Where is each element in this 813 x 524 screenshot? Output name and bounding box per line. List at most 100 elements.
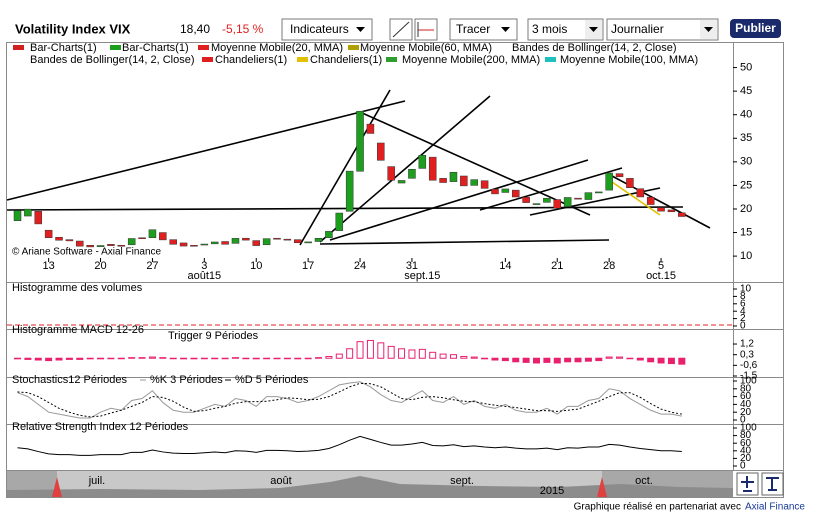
- trend-line: [479, 167, 623, 211]
- candle: [283, 238, 292, 241]
- x-tick-label: 3: [201, 260, 207, 272]
- candle: [44, 229, 53, 238]
- bar: [356, 341, 364, 359]
- y-tick-label: 25: [740, 179, 752, 191]
- draw-line-tool[interactable]: [389, 18, 413, 41]
- y-tick-label: 35: [740, 132, 752, 144]
- interval-select[interactable]: Journalier: [606, 18, 719, 41]
- trend-lines: [6, 89, 711, 246]
- candle: [96, 245, 105, 247]
- dropdown-arrow: [501, 27, 510, 32]
- bar: [107, 357, 115, 360]
- bar: [190, 357, 198, 360]
- legend-label: Chandeliers(1): [215, 54, 287, 66]
- bar: [533, 357, 540, 364]
- candle: [24, 208, 32, 217]
- candle: [615, 173, 624, 178]
- y-tick-label: 100: [740, 423, 757, 434]
- instrument-title: Volatility Index VIX: [15, 21, 131, 36]
- bar: [439, 353, 447, 359]
- legend-label: Moyenne Mobile(100, MMA): [560, 54, 698, 66]
- y-tick-label: 40: [740, 399, 752, 410]
- bar: [325, 355, 333, 359]
- candle: [55, 237, 63, 241]
- bar: [605, 356, 613, 359]
- bar: [387, 345, 395, 359]
- period-select[interactable]: 3 mois: [527, 18, 604, 41]
- candle: [667, 209, 676, 213]
- button-bg: [730, 19, 781, 38]
- scroll-right-button[interactable]: [761, 472, 784, 496]
- bar: [470, 356, 478, 359]
- series-line: [17, 382, 682, 418]
- navigator-handle[interactable]: [52, 477, 62, 497]
- navigator-month: sept.: [450, 475, 474, 487]
- month-label: oct.15: [646, 270, 676, 282]
- navigator-handle[interactable]: [597, 477, 607, 497]
- y-tick-label: 0: [740, 415, 746, 426]
- y-tick-label: 20: [740, 203, 752, 215]
- bar: [377, 342, 385, 359]
- y-tick-label: 1,2: [740, 339, 754, 350]
- candle: [532, 203, 541, 205]
- y-tick-label: -0,6: [740, 360, 758, 371]
- candle: [377, 142, 385, 161]
- candle: [242, 237, 250, 241]
- draw-hline-tool[interactable]: [414, 18, 438, 41]
- candle: [366, 123, 375, 134]
- y-tick-label: 30: [740, 156, 752, 168]
- y-tick-label: 45: [740, 85, 752, 97]
- x-tick-label: 13: [43, 260, 55, 272]
- candle: [397, 180, 406, 184]
- bar: [366, 339, 374, 359]
- navigator-year: 2015: [540, 485, 564, 497]
- candle: [325, 231, 333, 238]
- candle: [595, 191, 603, 194]
- candle: [262, 238, 271, 246]
- candle: [439, 178, 447, 183]
- y-tick-label: 100: [740, 376, 757, 387]
- y-tick-label: 15: [740, 226, 752, 238]
- bar: [678, 357, 686, 365]
- bar: [553, 357, 561, 364]
- legend-label: Moyenne Mobile(200, MMA): [402, 54, 540, 66]
- select-label: 3 mois: [532, 22, 567, 36]
- select-box: [527, 18, 604, 41]
- chart-frame: [6, 42, 784, 498]
- candle: [511, 189, 520, 198]
- y-tick-label: 40: [740, 445, 752, 456]
- navigator-month: oct.: [635, 475, 653, 487]
- bar: [574, 357, 582, 363]
- trend-line: [299, 89, 391, 246]
- draw-dropdown[interactable]: Tracer: [449, 18, 518, 41]
- publish-button[interactable]: Publier: [730, 19, 781, 38]
- panel-title: Relative Strength Index 12 Périodes: [12, 421, 189, 433]
- select-arrow: [704, 27, 713, 32]
- candle: [626, 178, 634, 189]
- y-tick-label: 4: [740, 306, 746, 317]
- bar: [169, 357, 177, 360]
- footer-text: Graphique réalisé en partenariat avec: [574, 502, 741, 513]
- bar: [481, 357, 489, 360]
- bar: [584, 357, 592, 362]
- panel-subtitle: Trigger 9 Périodes: [168, 330, 259, 342]
- bar: [512, 357, 520, 363]
- candle: [221, 241, 229, 245]
- trend-line: [319, 239, 610, 245]
- candle: [65, 239, 74, 242]
- legend-label: Moyenne Mobile(20, MMA): [211, 42, 343, 54]
- candle: [428, 156, 437, 181]
- scroll-left-button[interactable]: [736, 472, 759, 496]
- y-tick-label: 80: [740, 430, 752, 441]
- candle: [605, 172, 613, 191]
- price-change: -5,15 %: [222, 22, 264, 36]
- month-label: août15: [188, 270, 222, 282]
- navigator-month: juil.: [88, 475, 106, 487]
- candle: [356, 110, 364, 172]
- candle: [190, 245, 198, 247]
- bar: [595, 357, 603, 362]
- x-tick-label: 20: [94, 260, 106, 272]
- indicators-dropdown[interactable]: Indicateurs: [281, 18, 373, 41]
- bar: [252, 357, 260, 360]
- footer-link[interactable]: Axial Finance: [745, 502, 805, 513]
